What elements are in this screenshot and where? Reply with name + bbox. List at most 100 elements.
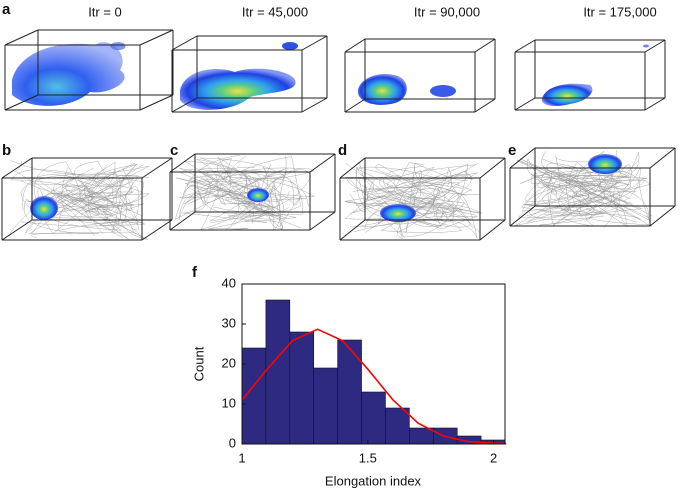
x-axis-label: Elongation index xyxy=(325,473,422,488)
trajectory xyxy=(352,162,435,220)
trajectory xyxy=(84,186,139,231)
trajectory xyxy=(528,171,641,221)
boxes xyxy=(1,29,676,241)
box-edge xyxy=(139,94,174,111)
panel-title: Itr = 175,000 xyxy=(583,4,656,19)
box-edge xyxy=(514,39,536,53)
box-edge xyxy=(309,211,336,231)
blob xyxy=(110,42,126,51)
blob xyxy=(430,85,456,97)
bar xyxy=(361,391,386,445)
trajectory xyxy=(526,165,621,216)
trajectory xyxy=(355,166,472,223)
trajectory xyxy=(515,180,645,226)
box-edge xyxy=(171,97,198,113)
box-edge xyxy=(479,219,506,241)
blob xyxy=(180,68,296,110)
blob xyxy=(541,83,593,106)
blob xyxy=(357,73,407,105)
box-edge xyxy=(474,38,496,53)
panel-letter: d xyxy=(338,142,347,159)
panel-letter: f xyxy=(192,264,198,281)
panel-title: Itr = 0 xyxy=(88,4,122,19)
trajectory xyxy=(365,163,481,233)
box-edge xyxy=(339,157,366,179)
blob xyxy=(247,188,269,202)
box-edge xyxy=(169,211,196,231)
bar xyxy=(289,331,315,445)
trajectory xyxy=(57,199,145,240)
trajectory xyxy=(349,172,478,240)
trajectory xyxy=(178,169,282,220)
x-tick-label: 1.5 xyxy=(359,450,377,465)
bar xyxy=(409,427,434,445)
trajectory xyxy=(519,158,650,226)
trajectory xyxy=(517,166,649,218)
trajectory xyxy=(23,178,135,238)
blob xyxy=(30,196,58,220)
box-edge xyxy=(4,29,39,46)
trajectory xyxy=(380,163,469,238)
box-edge xyxy=(509,205,536,227)
panel-letter: b xyxy=(2,142,11,159)
blob xyxy=(588,154,622,174)
y-tick-label: 0 xyxy=(229,435,236,450)
box-edge xyxy=(1,219,33,241)
trajectory xyxy=(14,160,139,227)
trajectory xyxy=(182,169,268,223)
trajectory xyxy=(20,174,145,211)
y-tick-label: 30 xyxy=(222,315,236,330)
box-edge xyxy=(169,153,196,173)
box-edge xyxy=(1,157,33,179)
blob xyxy=(643,44,649,48)
trajectory xyxy=(175,168,309,213)
trajectory xyxy=(559,151,637,223)
trajectory xyxy=(184,180,301,229)
trajectory xyxy=(530,171,627,215)
y-axis-label: Count xyxy=(191,346,206,381)
box-edge xyxy=(514,97,536,111)
y-tick-label: 20 xyxy=(222,355,236,370)
trajectory xyxy=(355,166,473,211)
trajectory xyxy=(570,163,631,214)
box-edge xyxy=(4,94,39,111)
trajectory xyxy=(74,161,144,220)
trajectory xyxy=(371,184,482,216)
box-edge xyxy=(301,97,328,113)
panel-title: Itr = 90,000 xyxy=(414,4,480,19)
trajectory xyxy=(200,155,304,217)
box-edge xyxy=(339,219,366,241)
box-edge xyxy=(479,157,506,179)
box-edge xyxy=(171,35,198,51)
trajectory xyxy=(77,174,149,240)
box-edge xyxy=(649,205,676,227)
box-edge xyxy=(301,35,328,51)
box-edge xyxy=(141,157,173,179)
x-tick-label: 1 xyxy=(238,450,245,465)
bar xyxy=(313,367,338,445)
histogram: f Elongation index Count 0 10 20 30 40 1 1.5 2 xyxy=(191,264,507,488)
bar xyxy=(265,299,291,445)
trajectory xyxy=(552,179,652,228)
blob xyxy=(12,42,125,106)
box-edge xyxy=(309,153,336,173)
fit-curve xyxy=(241,328,507,445)
trajectory xyxy=(58,164,138,235)
panel-letter: a xyxy=(2,1,11,18)
panel-title: Itr = 45,000 xyxy=(242,4,308,19)
bar xyxy=(337,339,362,445)
bar xyxy=(385,407,410,445)
trajectory xyxy=(34,161,109,235)
box-edge xyxy=(644,39,666,53)
box-edge xyxy=(344,98,366,113)
y-tick-label: 40 xyxy=(222,275,236,290)
trajectory xyxy=(524,161,630,208)
panel-letter: c xyxy=(170,142,178,159)
y-tick-label: 10 xyxy=(222,395,236,410)
blob xyxy=(380,204,416,222)
x-tick-label: 2 xyxy=(490,450,497,465)
trajectory xyxy=(210,176,294,231)
box-edge xyxy=(474,98,496,113)
box-edge xyxy=(509,147,536,169)
blob xyxy=(282,42,298,50)
